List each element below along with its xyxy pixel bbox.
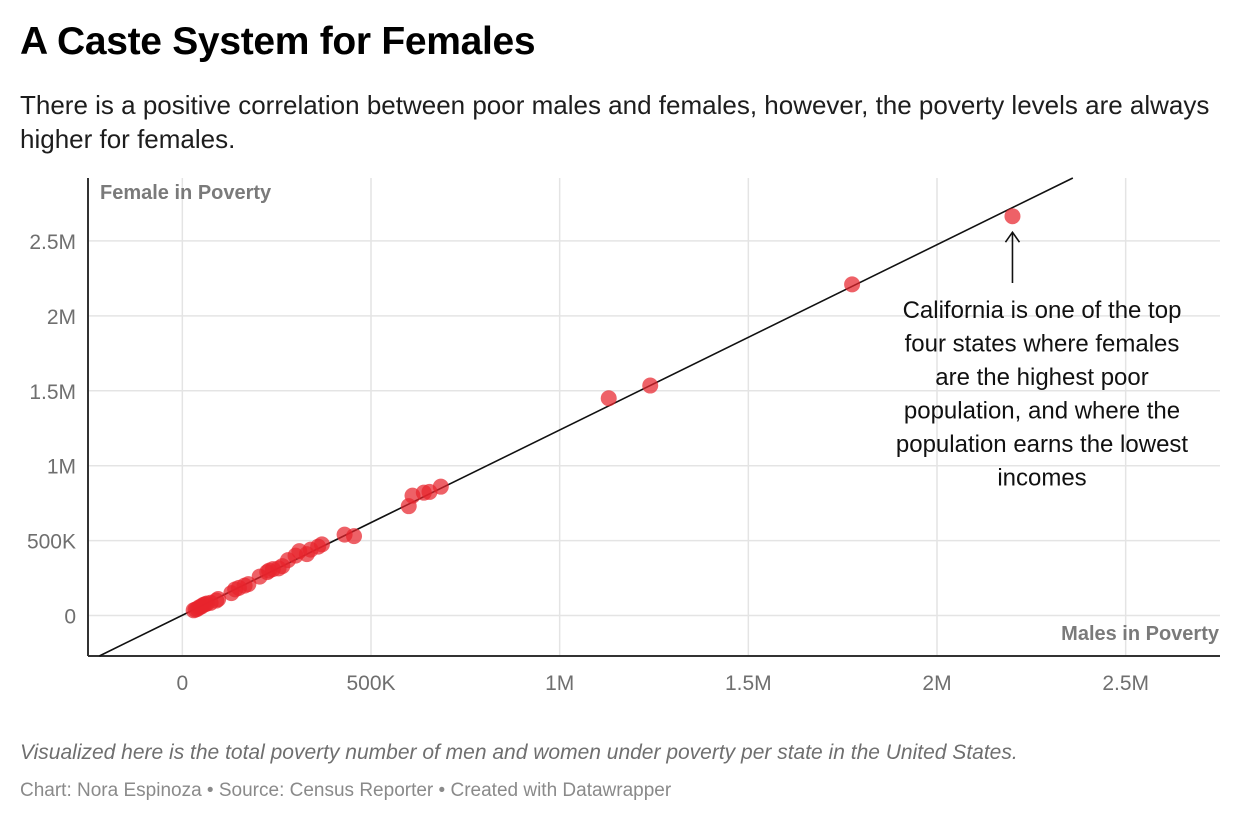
y-tick-label: 500K bbox=[27, 531, 76, 554]
datawrapper-credit: Created with Datawrapper bbox=[450, 780, 672, 801]
x-tick-label: 2.5M bbox=[1102, 672, 1149, 695]
data-points bbox=[185, 208, 1021, 619]
x-tick-label: 0 bbox=[176, 672, 188, 695]
x-tick-label: 1M bbox=[545, 672, 574, 695]
x-tick-label: 1.5M bbox=[725, 672, 772, 695]
scatter-plot: 0 500K 1M 1.5M 2M 2.5M 0 500K 1M 1.5M 2M 2.5M Female… bbox=[27, 177, 1220, 695]
x-tick-label: 2M bbox=[922, 672, 951, 695]
data-point bbox=[642, 377, 659, 394]
annotation-text-line: population earns the lowest bbox=[896, 431, 1189, 458]
annotation-text-line: incomes bbox=[997, 465, 1086, 492]
y-tick-label: 1M bbox=[47, 456, 76, 479]
footer-separator: • bbox=[433, 780, 451, 801]
source-credit: Source: Census Reporter bbox=[218, 780, 434, 801]
y-tick-label: 2.5M bbox=[29, 231, 76, 254]
y-axis-title: Female in Poverty bbox=[100, 182, 272, 204]
data-point bbox=[600, 390, 617, 407]
footer-separator: • bbox=[201, 780, 219, 801]
x-axis-title: Males in Poverty bbox=[1061, 623, 1220, 645]
chart-footer: Chart: Nora Espinoza • Source: Census Re… bbox=[20, 780, 671, 802]
data-point bbox=[210, 591, 227, 608]
annotation: California is one of the top four states … bbox=[896, 230, 1189, 492]
axis-labels: 0 500K 1M 1.5M 2M 2.5M 0 500K 1M 1.5M 2M 2.5M Female… bbox=[27, 182, 1220, 695]
data-point bbox=[346, 528, 363, 545]
chart-notes: Visualized here is the total poverty num… bbox=[20, 741, 1018, 764]
data-point bbox=[1004, 208, 1021, 225]
y-tick-label: 1.5M bbox=[29, 381, 76, 404]
annotation-text-line: California is one of the top bbox=[903, 297, 1182, 324]
data-point bbox=[240, 576, 257, 593]
annotation-arrowhead bbox=[1004, 230, 1021, 243]
x-tick-label: 500K bbox=[346, 672, 395, 695]
axes bbox=[87, 178, 1220, 657]
chart-subtitle: There is a positive correlation between … bbox=[20, 90, 1210, 154]
annotation-text-line: are the highest poor bbox=[935, 364, 1148, 391]
annotation-text-line: population, and where the bbox=[904, 398, 1180, 425]
chart-title: A Caste System for Females bbox=[20, 20, 536, 63]
y-tick-label: 2M bbox=[47, 306, 76, 329]
y-tick-label: 0 bbox=[64, 606, 76, 629]
annotation-text-line: four states where females bbox=[905, 331, 1180, 358]
data-point bbox=[313, 536, 330, 553]
data-point bbox=[844, 276, 861, 293]
data-point bbox=[432, 478, 449, 495]
chart-credit: Chart: Nora Espinoza bbox=[20, 780, 202, 801]
gridlines bbox=[88, 178, 1220, 656]
